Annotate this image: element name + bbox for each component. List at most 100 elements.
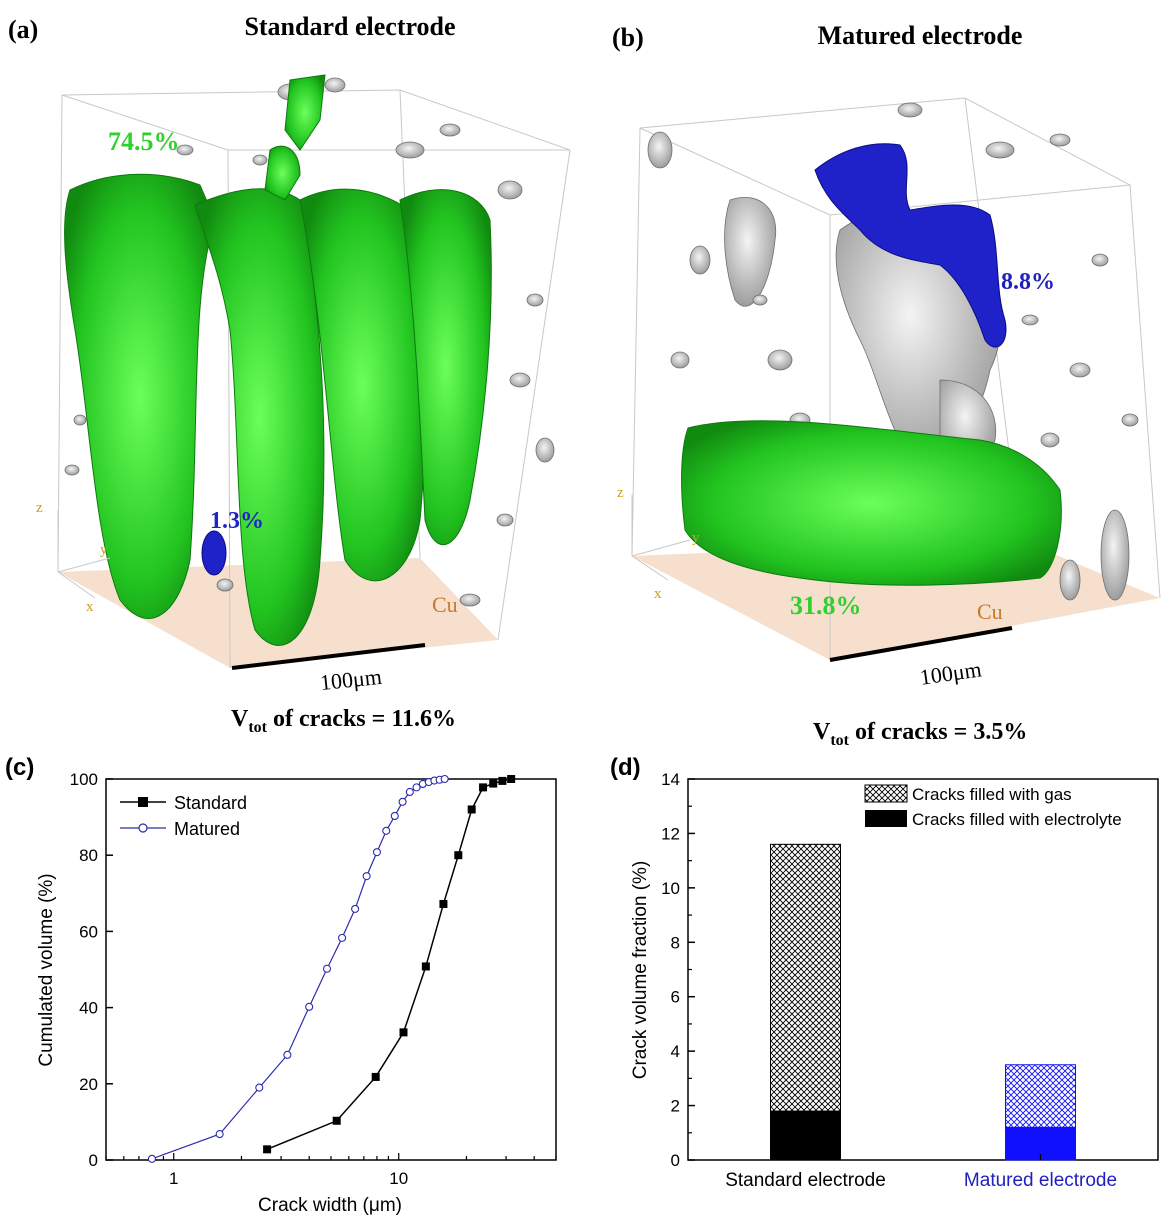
panel-a-vtot: Vtot of cracks = 11.6% [231, 706, 456, 736]
electrolyte-crack [814, 143, 1007, 348]
bars: Standard electrode Matured electrode [725, 843, 1117, 1191]
data-point-standard [489, 779, 498, 788]
x-tick-label: 10 [389, 1169, 408, 1188]
axis-ticks: 0 20 40 60 80 100 1 10 [70, 770, 557, 1188]
y-tick-label: 4 [671, 1042, 680, 1061]
series-line-standard [266, 778, 512, 1151]
panel-a-title: Standard electrode [244, 12, 455, 41]
y-tick-label: 0 [671, 1151, 680, 1170]
gas-cracks [681, 420, 1062, 586]
legend-standard-marker [138, 797, 148, 807]
data-point-standard [479, 783, 488, 792]
legend-matured-label: Matured [174, 819, 240, 839]
panel-b-vtot: Vtot of cracks = 3.5% [813, 719, 1027, 749]
y-tick-label: 6 [671, 988, 680, 1007]
series-marks [147, 774, 516, 1163]
scale-label: 100μm [319, 664, 383, 695]
scale-bar [231, 643, 426, 670]
data-point-standard [467, 805, 476, 814]
axis-y-label: y [100, 542, 108, 558]
legend-electrolyte-swatch [865, 810, 907, 827]
legend-standard-label: Standard [174, 793, 247, 813]
panel-b-letter: (b) [612, 23, 644, 52]
panel-c: (c) 0 20 40 60 80 100 1 10 Standard Matured Cra… [5, 754, 557, 1216]
data-point-matured [405, 787, 414, 797]
legend-gas-swatch [864, 784, 908, 803]
panel-d-letter: (d) [610, 754, 641, 781]
data-point-matured [322, 964, 332, 973]
plot-frame [687, 778, 1159, 1161]
category-label: Standard electrode [725, 1170, 886, 1191]
bar-electrolyte-standard [770, 1110, 841, 1161]
legend: Standard Matured [120, 793, 247, 839]
data-point-standard [507, 775, 516, 783]
x-axis-label: Crack width (μm) [258, 1195, 402, 1216]
y-tick-label: 0 [89, 1151, 98, 1170]
data-point-matured [362, 872, 371, 881]
electrolyte-percent-label: 1.3% [210, 508, 264, 534]
gas-percent-label: 74.5% [108, 127, 180, 156]
scale-label: 100μm [918, 656, 983, 689]
y-tick-label: 10 [661, 879, 680, 898]
y-tick-label: 40 [79, 999, 98, 1018]
data-point-matured [382, 826, 391, 835]
axis-y-label: y [692, 530, 700, 546]
panel-a-render: z y x 74.5% 1.3% Cu 100μm [36, 74, 571, 695]
legend: Cracks filled with gas Cracks filled wit… [864, 784, 1122, 829]
data-point-matured [147, 1154, 156, 1163]
axis-triad [631, 495, 691, 581]
data-point-standard [439, 899, 448, 908]
data-point-matured [283, 1050, 292, 1059]
data-point-matured [440, 774, 449, 784]
legend-gas-label: Cracks filled with gas [912, 785, 1072, 804]
category-label: Matured electrode [964, 1170, 1117, 1191]
data-point-matured [215, 1130, 224, 1139]
scale-bar [829, 626, 1013, 662]
y-tick-label: 60 [79, 922, 98, 941]
panel-d: (d) 0 2 4 6 8 10 12 14 Standard electrode Mature… [610, 754, 1159, 1191]
axis-x-label: x [86, 599, 94, 615]
data-point-standard [498, 776, 507, 785]
data-point-matured [255, 1083, 264, 1092]
gas-cracks [64, 74, 492, 646]
axis-z-label: z [36, 500, 43, 516]
panel-a: (a) Standard electrode [8, 12, 571, 736]
data-point-standard [263, 1145, 272, 1154]
data-point-matured [305, 1002, 314, 1011]
axis-x-label: x [654, 586, 662, 602]
y-axis-label: Cumulated volume (%) [36, 873, 57, 1066]
legend-matured-marker [138, 823, 148, 833]
legend-electrolyte-label: Cracks filled with electrolyte [912, 810, 1122, 829]
y-tick-label: 100 [70, 770, 98, 789]
particles [64, 77, 555, 607]
panel-a-letter: (a) [8, 15, 38, 44]
y-tick-label: 12 [661, 824, 680, 843]
data-point-standard [399, 1028, 408, 1037]
data-point-standard [421, 962, 430, 971]
axis-z-label: z [617, 485, 624, 501]
cumulative-volume-chart: 0 20 40 60 80 100 1 10 Standard Matured Crack w… [36, 770, 557, 1216]
y-tick-label: 80 [79, 846, 98, 865]
data-point-matured [398, 797, 407, 806]
axis-ticks: 0 2 4 6 8 10 12 14 [661, 770, 695, 1170]
crack-fraction-chart: 0 2 4 6 8 10 12 14 Standard electrode Matured el… [630, 770, 1159, 1191]
panel-b: (b) Matured electrode [612, 21, 1161, 749]
x-tick-label: 1 [169, 1169, 178, 1188]
gas-percent-label: 31.8% [790, 591, 862, 620]
axis-triad [57, 510, 111, 599]
electrolyte-crack [201, 530, 227, 576]
y-tick-label: 8 [671, 933, 680, 952]
data-point-matured [390, 811, 399, 821]
data-point-standard [454, 851, 463, 860]
y-tick-label: 14 [661, 770, 680, 789]
substrate-label: Cu [977, 599, 1003, 624]
y-tick-label: 2 [671, 1097, 680, 1116]
data-point-standard [332, 1116, 341, 1125]
data-point-matured [412, 783, 421, 792]
panel-b-render: z y x 8.8% 31.8% Cu 100μm [617, 97, 1161, 690]
y-axis-label: Crack volume fraction (%) [630, 861, 651, 1080]
panel-b-title: Matured electrode [818, 21, 1023, 50]
bar-gas-standard [770, 843, 841, 1112]
data-point-matured [338, 933, 347, 942]
